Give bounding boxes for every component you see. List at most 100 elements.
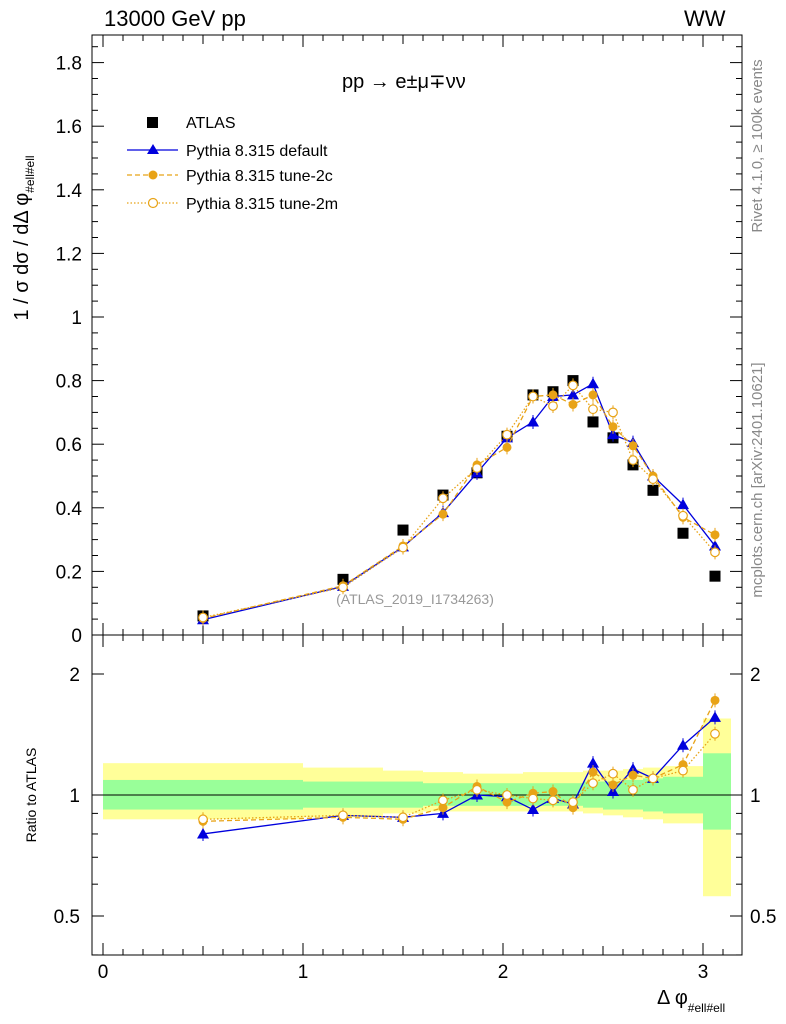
legend-label-tune2m: Pythia 8.315 tune-2m xyxy=(186,196,338,213)
main-point-series-0 xyxy=(397,524,409,536)
ratio-point-series-2 xyxy=(608,780,618,790)
ratio-point-series-3 xyxy=(648,773,658,784)
main-y-tick-label: 1.8 xyxy=(56,54,82,75)
main-point-series-2 xyxy=(502,442,512,452)
main-point-series-2 xyxy=(710,530,720,540)
y-axis-label-main-sub: #ell#ell xyxy=(23,155,37,192)
main-point-series-3 xyxy=(502,429,512,440)
main-point-series-3 xyxy=(338,582,348,593)
ratio-line-series-3 xyxy=(202,733,716,820)
main-point-series-1 xyxy=(527,415,539,427)
side-text-mcplots: mcplots.cern.ch [arXiv:2401.10621] xyxy=(749,362,766,597)
ratio-point-series-3 xyxy=(528,793,538,804)
main-y-tick-label: 0.8 xyxy=(56,372,82,393)
ratio-y-tick-label-right: 2 xyxy=(750,665,761,686)
main-y-tick-label: 1.2 xyxy=(56,244,82,265)
main-point-series-3 xyxy=(628,455,638,466)
x-axis-label-text: Δ φ xyxy=(657,987,688,1009)
ratio-point-series-2 xyxy=(710,695,720,705)
y-axis-label-main: 1 / σ dσ / dΔ φ#ell#ell xyxy=(11,155,37,320)
ratio-point-series-3 xyxy=(608,768,618,779)
legend: ATLAS Pythia 8.315 default Pythia 8.315 … xyxy=(127,115,338,213)
ratio-point-series-3 xyxy=(678,765,688,776)
main-line-series-2 xyxy=(202,394,716,620)
ratio-point-series-2 xyxy=(628,770,638,780)
ratio-point-series-1 xyxy=(709,711,721,722)
ratio-y-tick-label-left: 0.5 xyxy=(54,907,80,928)
x-tick-label: 1 xyxy=(298,962,309,983)
legend-marker-default xyxy=(147,144,159,154)
ratio-point-series-3 xyxy=(568,797,578,808)
main-point-series-1 xyxy=(677,498,689,510)
header-right: WW xyxy=(684,6,726,31)
main-point-series-1 xyxy=(567,388,579,400)
ratio-point-series-1 xyxy=(197,827,209,839)
ratio-point-series-3 xyxy=(438,795,448,806)
main-point-series-3 xyxy=(588,404,598,415)
x-tick-label: 0 xyxy=(98,962,109,983)
main-y-tick-label: 1 xyxy=(71,308,82,329)
main-point-series-2 xyxy=(438,509,448,519)
main-point-series-2 xyxy=(628,441,638,451)
main-y-tick-label: 1.4 xyxy=(56,181,83,202)
main-point-series-3 xyxy=(568,380,578,391)
main-point-series-3 xyxy=(398,542,408,553)
main-point-series-3 xyxy=(198,612,208,623)
main-point-series-3 xyxy=(528,391,538,402)
main-point-series-2 xyxy=(588,390,598,400)
ratio-point-series-2 xyxy=(438,803,448,813)
x-tick-label: 2 xyxy=(498,962,509,983)
y-axis-label-ratio: Ratio to ATLAS xyxy=(23,748,39,843)
main-point-series-2 xyxy=(608,422,618,432)
main-point-series-0 xyxy=(709,570,721,582)
main-point-series-3 xyxy=(710,547,720,558)
ratio-point-series-1 xyxy=(587,757,599,768)
x-axis-label-sub: #ell#ell xyxy=(688,1001,725,1015)
main-point-series-0 xyxy=(677,527,689,539)
ratio-y-tick-label-right: 1 xyxy=(750,786,761,807)
side-text-rivet: Rivet 4.1.0, ≥ 100k events xyxy=(749,59,766,232)
ratio-point-series-3 xyxy=(588,778,598,789)
ratio-point-series-3 xyxy=(628,784,638,795)
legend-label-default: Pythia 8.315 default xyxy=(186,143,328,160)
x-tick-label: 3 xyxy=(698,962,709,983)
ratio-y-tick-label-left: 1 xyxy=(69,786,80,807)
main-point-series-3 xyxy=(438,493,448,504)
ratio-point-series-3 xyxy=(472,784,482,795)
ratio-point-series-2 xyxy=(502,797,512,807)
ratio-point-series-3 xyxy=(338,810,348,821)
x-axis-label: Δ φ#ell#ell xyxy=(657,987,725,1015)
main-point-series-2 xyxy=(548,390,558,400)
main-point-series-1 xyxy=(607,428,619,440)
legend-marker-atlas xyxy=(147,117,158,128)
ratio-point-series-3 xyxy=(198,814,208,825)
main-y-tick-label: 0.4 xyxy=(56,499,83,520)
watermark: (ATLAS_2019_I1734263) xyxy=(336,591,494,607)
main-line-series-3 xyxy=(202,384,716,619)
legend-label-tune2c: Pythia 8.315 tune-2c xyxy=(186,168,333,185)
ratio-y-tick-label-left: 2 xyxy=(69,665,80,686)
band-inner-bin xyxy=(563,783,583,806)
ratio-point-series-3 xyxy=(710,728,720,739)
main-y-tick-label: 1.6 xyxy=(56,117,82,138)
main-line-series-1 xyxy=(202,382,716,621)
main-y-tick-label: 0.2 xyxy=(56,562,82,583)
main-point-series-3 xyxy=(608,407,618,418)
main-point-series-3 xyxy=(678,510,688,521)
ratio-point-series-2 xyxy=(588,767,598,777)
main-point-series-2 xyxy=(568,399,578,409)
main-point-series-1 xyxy=(587,377,599,389)
main-point-series-1 xyxy=(709,539,721,551)
main-y-tick-label: 0 xyxy=(71,626,82,647)
header-left: 13000 GeV pp xyxy=(104,6,246,31)
legend-marker-tune2m xyxy=(147,197,159,209)
ratio-point-series-1 xyxy=(527,803,539,815)
band-inner-bin xyxy=(703,753,731,830)
main-point-series-3 xyxy=(548,401,558,411)
ratio-point-series-2 xyxy=(548,787,558,797)
main-point-series-3 xyxy=(472,463,482,473)
ratio-y-tick-label-right: 0.5 xyxy=(750,907,776,928)
ratio-point-series-1 xyxy=(677,739,689,750)
legend-label-atlas: ATLAS xyxy=(186,115,236,132)
